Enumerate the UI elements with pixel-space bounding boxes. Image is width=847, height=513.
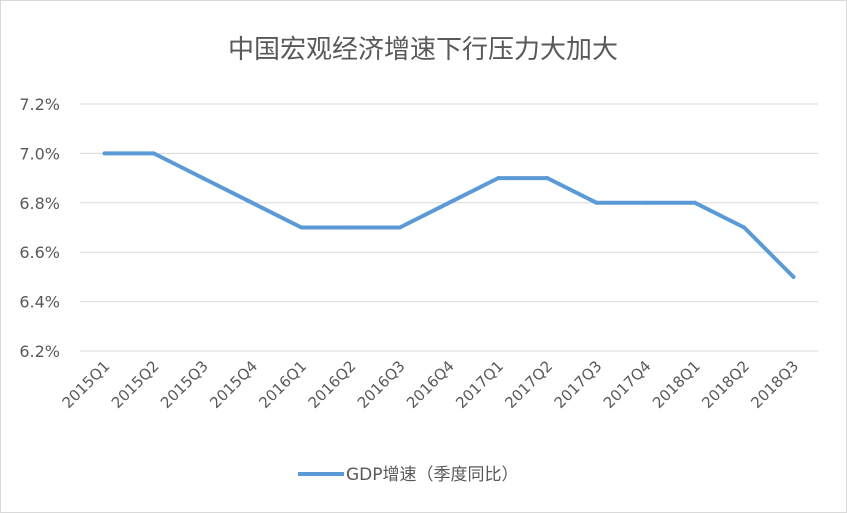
data-point: [643, 200, 648, 205]
y-tick-label: 7.2%: [19, 95, 60, 114]
data-point: [151, 151, 156, 156]
x-tick-label: 2015Q1: [59, 357, 114, 412]
series-line: [102, 151, 796, 279]
y-tick-label: 6.2%: [19, 342, 60, 361]
x-tick-label: 2015Q3: [157, 357, 212, 412]
data-point: [791, 274, 796, 279]
x-tick-label: 2018Q1: [649, 357, 704, 412]
data-point: [594, 200, 599, 205]
x-tick-label: 2018Q3: [747, 357, 802, 412]
y-tick-label: 6.6%: [19, 243, 60, 262]
series-group: [102, 151, 796, 279]
data-point: [545, 176, 550, 181]
x-tick-label: 2017Q4: [600, 357, 655, 412]
y-axis-ticks: 6.2% 6.4% 6.6% 6.8% 7.0% 7.2%: [19, 95, 60, 361]
data-point: [447, 200, 451, 205]
data-point: [496, 176, 501, 181]
x-tick-label: 2018Q2: [698, 357, 753, 412]
y-tick-label: 6.4%: [19, 293, 60, 312]
data-point: [299, 225, 304, 230]
x-tick-label: 2017Q1: [452, 357, 507, 412]
data-point: [742, 225, 747, 230]
legend: GDP增速（季度同比）: [298, 465, 519, 485]
y-tick-label: 6.8%: [19, 194, 60, 213]
x-tick-label: 2017Q3: [551, 357, 606, 412]
x-tick-label: 2015Q2: [108, 357, 163, 412]
y-tick-label: 7.0%: [19, 144, 60, 163]
x-tick-label: 2017Q2: [501, 357, 556, 412]
data-point: [250, 200, 255, 205]
x-tick-label: 2016Q3: [354, 357, 409, 412]
x-tick-label: 2016Q1: [255, 357, 310, 412]
chart-title: 中国宏观经济增速下行压力大加大: [228, 35, 618, 65]
x-tick-label: 2016Q2: [305, 357, 360, 412]
legend-label: GDP增速（季度同比）: [346, 465, 519, 485]
gridlines: [80, 103, 818, 352]
data-point: [102, 151, 107, 156]
x-tick-label: 2016Q4: [403, 357, 458, 412]
x-axis-ticks: 2015Q12015Q22015Q32015Q42016Q12016Q22016…: [59, 357, 803, 412]
data-point: [397, 225, 402, 230]
data-point: [693, 200, 697, 205]
data-point: [348, 225, 353, 230]
data-point: [201, 176, 205, 181]
x-tick-label: 2015Q4: [206, 357, 261, 412]
